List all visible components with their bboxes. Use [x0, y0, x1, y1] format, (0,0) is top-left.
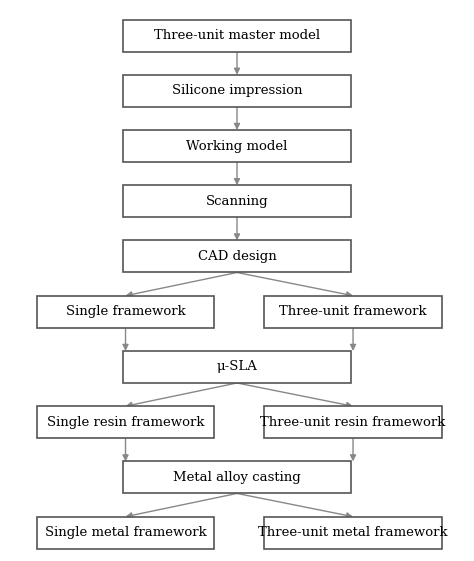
Text: Silicone impression: Silicone impression: [172, 84, 302, 97]
FancyBboxPatch shape: [123, 75, 351, 107]
FancyBboxPatch shape: [264, 406, 442, 438]
Text: Three-unit master model: Three-unit master model: [154, 29, 320, 42]
Text: Three-unit metal framework: Three-unit metal framework: [258, 526, 448, 539]
FancyBboxPatch shape: [123, 241, 351, 273]
Text: Single framework: Single framework: [65, 305, 185, 318]
Text: Three-unit resin framework: Three-unit resin framework: [260, 416, 446, 429]
FancyBboxPatch shape: [123, 462, 351, 494]
Text: Metal alloy casting: Metal alloy casting: [173, 471, 301, 484]
FancyBboxPatch shape: [37, 517, 214, 549]
Text: Scanning: Scanning: [206, 195, 268, 208]
FancyBboxPatch shape: [37, 406, 214, 438]
FancyBboxPatch shape: [37, 296, 214, 328]
FancyBboxPatch shape: [123, 351, 351, 383]
Text: Working model: Working model: [186, 140, 288, 153]
Text: Single metal framework: Single metal framework: [45, 526, 206, 539]
FancyBboxPatch shape: [123, 130, 351, 162]
FancyBboxPatch shape: [123, 185, 351, 217]
Text: CAD design: CAD design: [198, 250, 276, 263]
FancyBboxPatch shape: [264, 296, 442, 328]
FancyBboxPatch shape: [123, 20, 351, 52]
Text: μ-SLA: μ-SLA: [217, 361, 257, 374]
Text: Single resin framework: Single resin framework: [47, 416, 204, 429]
FancyBboxPatch shape: [264, 517, 442, 549]
Text: Three-unit framework: Three-unit framework: [279, 305, 427, 318]
